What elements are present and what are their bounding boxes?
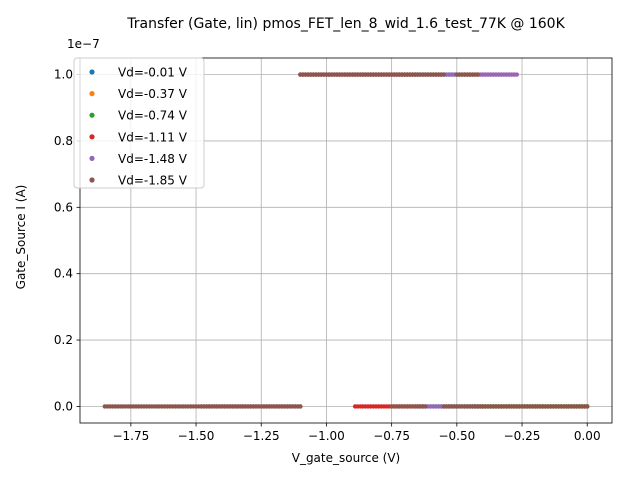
chart-title: Transfer (Gate, lin) pmos_FET_len_8_wid_… xyxy=(126,16,565,32)
x-tick-label: 0.00 xyxy=(574,429,601,443)
y-tick-label: 0.8 xyxy=(54,134,73,148)
legend-label: Vd=-0.01 V xyxy=(118,66,188,80)
data-point xyxy=(441,72,446,77)
x-tick-label: −0.50 xyxy=(438,429,475,443)
legend-marker xyxy=(89,112,95,118)
x-axis-label: V_gate_source (V) xyxy=(292,451,401,465)
x-tick-label: −1.00 xyxy=(308,429,345,443)
y-tick-label: 0.0 xyxy=(54,399,73,413)
legend-label: Vd=-1.48 V xyxy=(118,152,188,166)
x-tick-label: −1.25 xyxy=(243,429,280,443)
legend-marker xyxy=(89,134,95,140)
legend-marker xyxy=(89,91,95,97)
plot-frame xyxy=(79,57,613,424)
data-point xyxy=(585,404,590,409)
y-tick-label: 0.2 xyxy=(54,333,73,347)
legend-marker xyxy=(89,69,95,75)
x-tick-label: −0.75 xyxy=(373,429,410,443)
legend: Vd=-0.01 V Vd=-0.37 V Vd=-0.74 V Vd=-1.11 V… xyxy=(73,57,205,189)
data-point xyxy=(475,72,480,77)
x-tick-label: −1.50 xyxy=(178,429,215,443)
legend-marker xyxy=(89,155,95,161)
y-tick-label: 0.4 xyxy=(54,267,73,281)
y-axis-offset-label: 1e−7 xyxy=(67,37,100,51)
series-points xyxy=(102,72,590,409)
y-axis-label: Gate_Source I (A) xyxy=(14,185,28,290)
legend-label: Vd=-0.74 V xyxy=(118,109,188,123)
legend-entries: Vd=-0.01 V Vd=-0.37 V Vd=-0.74 V Vd=-1.11 V… xyxy=(89,66,188,188)
legend-marker xyxy=(89,177,95,183)
legend-label: Vd=-1.85 V xyxy=(118,174,188,188)
x-tick-label: −0.25 xyxy=(504,429,541,443)
ticks-layer: −1.75 −1.50 −1.25 −1.00 −0.75 −0.50 −0.25 0.00 0… xyxy=(54,68,601,443)
legend-box xyxy=(73,57,205,189)
y-tick-label: 0.6 xyxy=(54,200,73,214)
legend-label: Vd=-0.37 V xyxy=(118,87,188,101)
legend-label: Vd=-1.11 V xyxy=(118,130,188,144)
data-point xyxy=(423,404,428,409)
data-point xyxy=(298,404,303,409)
data-point xyxy=(514,72,520,77)
points-layer xyxy=(102,72,590,409)
y-tick-label: 1.0 xyxy=(54,68,73,82)
x-tick-label: −1.75 xyxy=(112,429,149,443)
